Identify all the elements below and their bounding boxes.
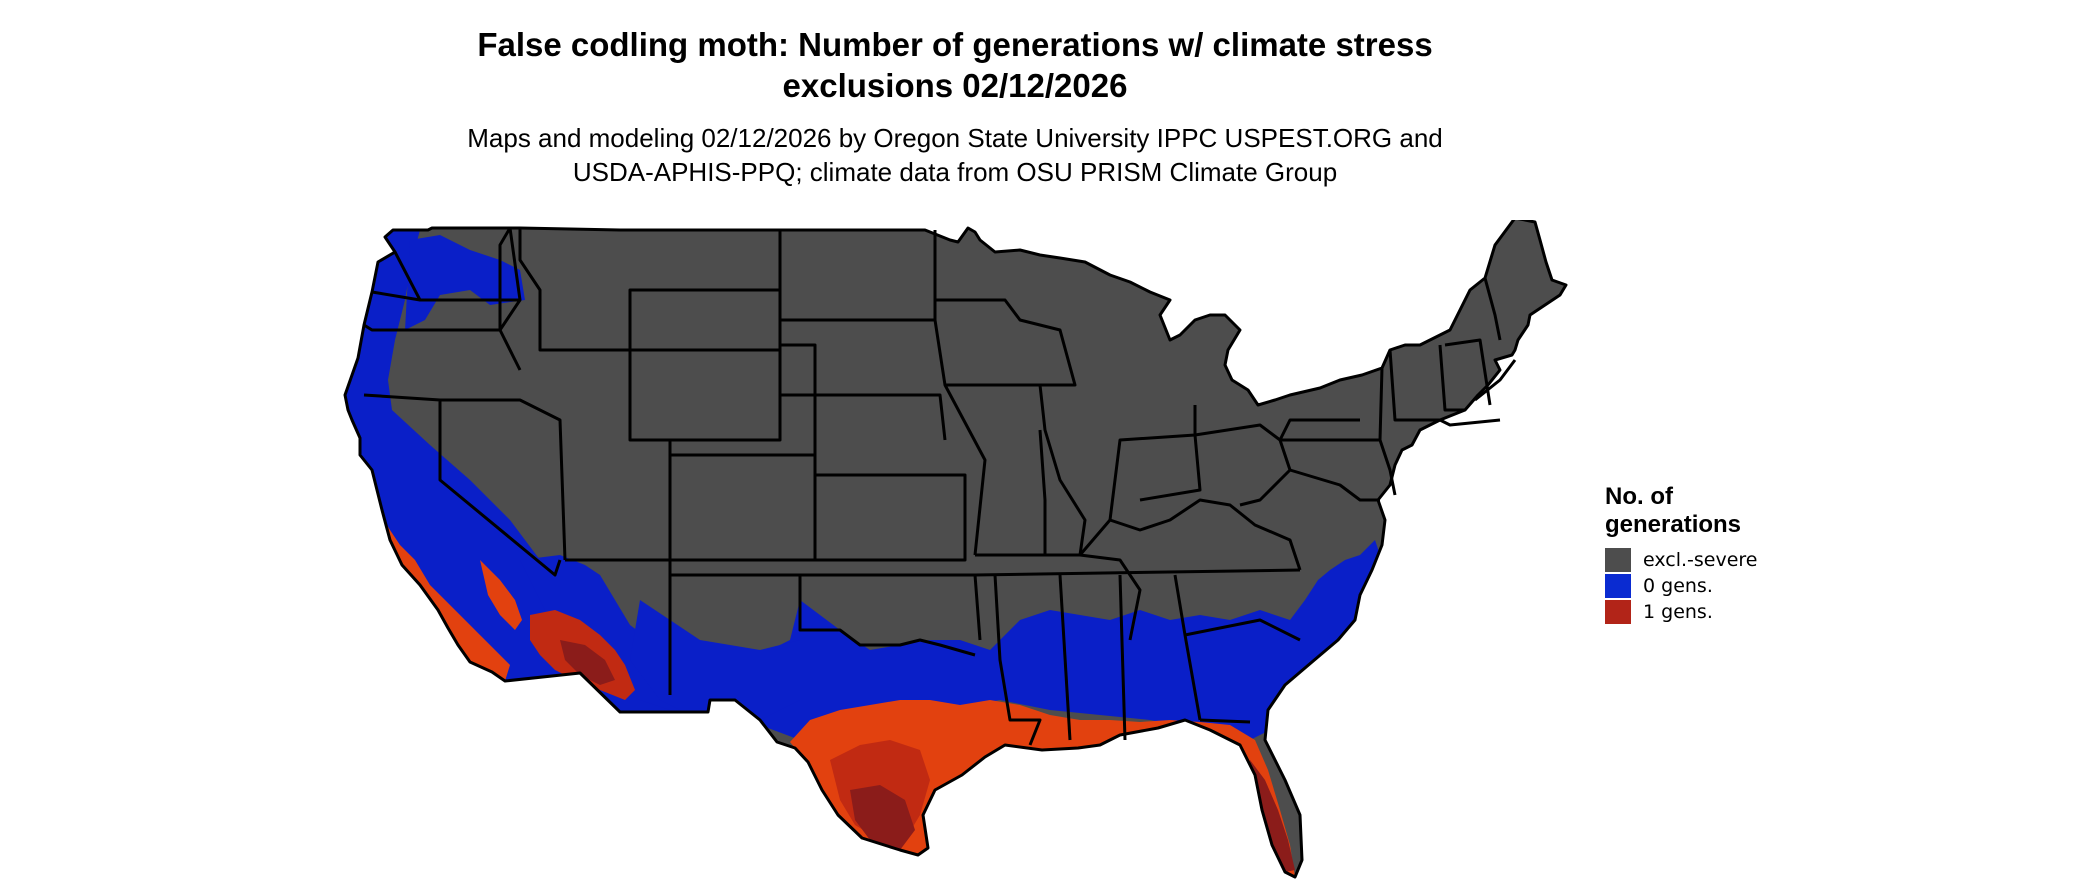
one-gen-south-texas-dark xyxy=(850,785,915,850)
one-gen-florida-dark xyxy=(1250,760,1295,872)
legend-title-line-2: generations xyxy=(1605,511,1742,538)
legend-swatch-excluded xyxy=(1605,548,1631,572)
legend-item-one-gen: 1 gens. xyxy=(1605,599,1758,625)
legend-title: No. of generations xyxy=(1605,483,1758,539)
zero-gens-northwest-interior xyxy=(405,235,525,330)
legend: No. of generations excl.-severe 0 gens. … xyxy=(1605,483,1758,625)
legend-swatch-zero-gens xyxy=(1605,574,1631,598)
legend-label-excluded: excl.-severe xyxy=(1643,549,1758,571)
map-title: False codling moth: Number of generation… xyxy=(330,24,1580,106)
legend-swatch-one-gen xyxy=(1605,600,1631,624)
title-line-1: False codling moth: Number of generation… xyxy=(477,26,1433,63)
legend-item-excluded: excl.-severe xyxy=(1605,547,1758,573)
us-generations-map xyxy=(343,220,1568,879)
legend-items: excl.-severe 0 gens. 1 gens. xyxy=(1605,547,1758,625)
one-gen-southern-california xyxy=(360,490,510,681)
one-gen-gulf-coast xyxy=(790,700,1295,877)
one-gen-california-inland xyxy=(480,560,522,630)
legend-item-zero-gens: 0 gens. xyxy=(1605,573,1758,599)
title-line-2: exclusions 02/12/2026 xyxy=(782,67,1128,104)
legend-label-zero-gens: 0 gens. xyxy=(1643,575,1713,597)
legend-title-line-1: No. of xyxy=(1605,483,1673,510)
zero-gens-sw-highlands xyxy=(630,600,800,720)
one-gen-arizona-core xyxy=(560,640,615,685)
subtitle-line-1: Maps and modeling 02/12/2026 by Oregon S… xyxy=(467,123,1443,153)
legend-label-one-gen: 1 gens. xyxy=(1643,601,1713,623)
state-borders xyxy=(343,220,1568,879)
map-subtitle: Maps and modeling 02/12/2026 by Oregon S… xyxy=(360,121,1550,189)
subtitle-line-2: USDA-APHIS-PPQ; climate data from OSU PR… xyxy=(572,157,1338,187)
